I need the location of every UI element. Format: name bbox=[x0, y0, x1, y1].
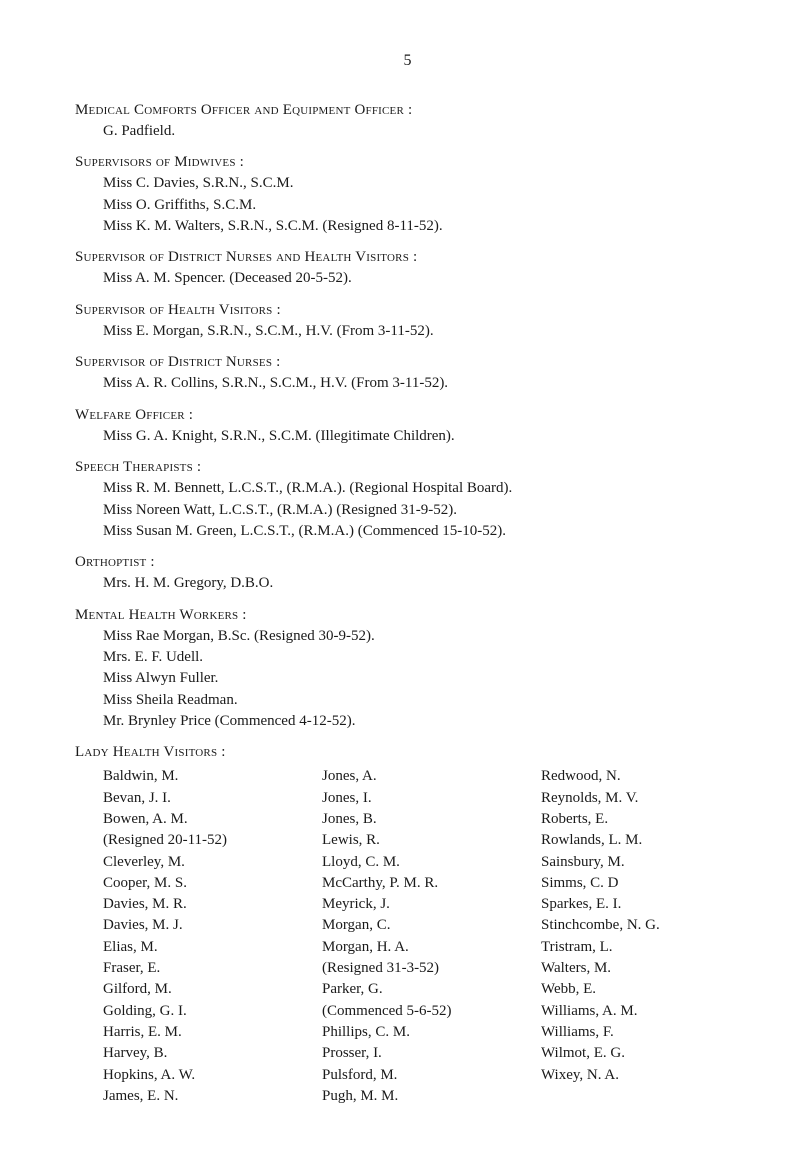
section-welfare: Welfare Officer : Miss G. A. Knight, S.R… bbox=[75, 405, 740, 447]
section-midwives: Supervisors of Midwives : Miss C. Davies… bbox=[75, 152, 740, 236]
heading-mental: Mental Health Workers : bbox=[75, 605, 740, 625]
entry: Miss Susan M. Green, L.C.S.T., (R.M.A.) … bbox=[75, 521, 740, 541]
list-item: Phillips, C. M. bbox=[322, 1022, 521, 1043]
section-medical: Medical Comforts Officer and Equipment O… bbox=[75, 100, 740, 142]
list-item: Sainsbury, M. bbox=[541, 852, 740, 873]
list-item: Wixey, N. A. bbox=[541, 1065, 740, 1086]
list-item: Sparkes, E. I. bbox=[541, 894, 740, 915]
list-item: Reynolds, M. V. bbox=[541, 788, 740, 809]
list-item: Walters, M. bbox=[541, 958, 740, 979]
list-item: Bowen, A. M. bbox=[103, 809, 302, 830]
list-item: Jones, I. bbox=[322, 788, 521, 809]
page-number: 5 bbox=[75, 50, 740, 72]
entry: Miss Noreen Watt, L.C.S.T., (R.M.A.) (Re… bbox=[75, 500, 740, 520]
list-item: Baldwin, M. bbox=[103, 766, 302, 787]
list-item: Jones, A. bbox=[322, 766, 521, 787]
lady-col-1: Baldwin, M. Bevan, J. I. Bowen, A. M. (R… bbox=[103, 766, 302, 1107]
list-item: Redwood, N. bbox=[541, 766, 740, 787]
list-item: Morgan, C. bbox=[322, 915, 521, 936]
entry: Miss C. Davies, S.R.N., S.C.M. bbox=[75, 173, 740, 193]
list-item: Webb, E. bbox=[541, 979, 740, 1000]
list-item: Lloyd, C. M. bbox=[322, 852, 521, 873]
entry: Miss E. Morgan, S.R.N., S.C.M., H.V. (Fr… bbox=[75, 321, 740, 341]
list-item: Stinchcombe, N. G. bbox=[541, 915, 740, 936]
list-item: Roberts, E. bbox=[541, 809, 740, 830]
list-item: Jones, B. bbox=[322, 809, 521, 830]
heading-orthoptist: Orthoptist : bbox=[75, 552, 740, 572]
list-item: Hopkins, A. W. bbox=[103, 1065, 302, 1086]
list-item: Rowlands, L. M. bbox=[541, 830, 740, 851]
list-item: Harris, E. M. bbox=[103, 1022, 302, 1043]
section-lady: Lady Health Visitors : Baldwin, M. Bevan… bbox=[75, 742, 740, 1107]
section-district-health: Supervisor of District Nurses and Health… bbox=[75, 247, 740, 289]
list-item: Bevan, J. I. bbox=[103, 788, 302, 809]
entry: Miss Alwyn Fuller. bbox=[75, 668, 740, 688]
list-item: Fraser, E. bbox=[103, 958, 302, 979]
list-item: Davies, M. R. bbox=[103, 894, 302, 915]
list-item: Morgan, H. A. bbox=[322, 937, 521, 958]
heading-district-health: Supervisor of District Nurses and Health… bbox=[75, 247, 740, 267]
list-item: (Resigned 31-3-52) bbox=[322, 958, 521, 979]
entry: Miss A. R. Collins, S.R.N., S.C.M., H.V.… bbox=[75, 373, 740, 393]
heading-medical: Medical Comforts Officer and Equipment O… bbox=[75, 100, 740, 120]
entry: Miss Rae Morgan, B.Sc. (Resigned 30-9-52… bbox=[75, 626, 740, 646]
list-item: James, E. N. bbox=[103, 1086, 302, 1107]
entry: Miss A. M. Spencer. (Deceased 20-5-52). bbox=[75, 268, 740, 288]
heading-speech: Speech Therapists : bbox=[75, 457, 740, 477]
heading-midwives: Supervisors of Midwives : bbox=[75, 152, 740, 172]
lady-col-3: Redwood, N. Reynolds, M. V. Roberts, E. … bbox=[541, 766, 740, 1107]
entry: G. Padfield. bbox=[75, 121, 740, 141]
list-item: Williams, F. bbox=[541, 1022, 740, 1043]
lady-columns: Baldwin, M. Bevan, J. I. Bowen, A. M. (R… bbox=[75, 766, 740, 1107]
entry: Mrs. E. F. Udell. bbox=[75, 647, 740, 667]
entry: Miss O. Griffiths, S.C.M. bbox=[75, 195, 740, 215]
entry: Miss Sheila Readman. bbox=[75, 690, 740, 710]
list-item: Parker, G. bbox=[322, 979, 521, 1000]
list-item: Cleverley, M. bbox=[103, 852, 302, 873]
list-item: Meyrick, J. bbox=[322, 894, 521, 915]
entry: Miss R. M. Bennett, L.C.S.T., (R.M.A.). … bbox=[75, 478, 740, 498]
heading-lady: Lady Health Visitors : bbox=[75, 742, 740, 762]
list-item: (Commenced 5-6-52) bbox=[322, 1001, 521, 1022]
list-item: Pulsford, M. bbox=[322, 1065, 521, 1086]
list-item: Williams, A. M. bbox=[541, 1001, 740, 1022]
list-item: Elias, M. bbox=[103, 937, 302, 958]
list-item: Wilmot, E. G. bbox=[541, 1043, 740, 1064]
list-item: McCarthy, P. M. R. bbox=[322, 873, 521, 894]
list-item: Pugh, M. M. bbox=[322, 1086, 521, 1107]
list-item: Harvey, B. bbox=[103, 1043, 302, 1064]
list-item: Cooper, M. S. bbox=[103, 873, 302, 894]
list-item: (Resigned 20-11-52) bbox=[103, 830, 302, 851]
heading-district-nurses: Supervisor of District Nurses : bbox=[75, 352, 740, 372]
heading-health-visitors: Supervisor of Health Visitors : bbox=[75, 300, 740, 320]
section-health-visitors: Supervisor of Health Visitors : Miss E. … bbox=[75, 300, 740, 342]
list-item: Golding, G. I. bbox=[103, 1001, 302, 1022]
list-item: Simms, C. D bbox=[541, 873, 740, 894]
entry: Miss K. M. Walters, S.R.N., S.C.M. (Resi… bbox=[75, 216, 740, 236]
entry: Miss G. A. Knight, S.R.N., S.C.M. (Illeg… bbox=[75, 426, 740, 446]
section-speech: Speech Therapists : Miss R. M. Bennett, … bbox=[75, 457, 740, 541]
list-item: Gilford, M. bbox=[103, 979, 302, 1000]
section-orthoptist: Orthoptist : Mrs. H. M. Gregory, D.B.O. bbox=[75, 552, 740, 594]
list-item: Davies, M. J. bbox=[103, 915, 302, 936]
list-item: Prosser, I. bbox=[322, 1043, 521, 1064]
entry: Mr. Brynley Price (Commenced 4-12-52). bbox=[75, 711, 740, 731]
entry: Mrs. H. M. Gregory, D.B.O. bbox=[75, 573, 740, 593]
list-item: Tristram, L. bbox=[541, 937, 740, 958]
lady-col-2: Jones, A. Jones, I. Jones, B. Lewis, R. … bbox=[322, 766, 521, 1107]
section-district-nurses: Supervisor of District Nurses : Miss A. … bbox=[75, 352, 740, 394]
section-mental: Mental Health Workers : Miss Rae Morgan,… bbox=[75, 605, 740, 732]
heading-welfare: Welfare Officer : bbox=[75, 405, 740, 425]
list-item: Lewis, R. bbox=[322, 830, 521, 851]
